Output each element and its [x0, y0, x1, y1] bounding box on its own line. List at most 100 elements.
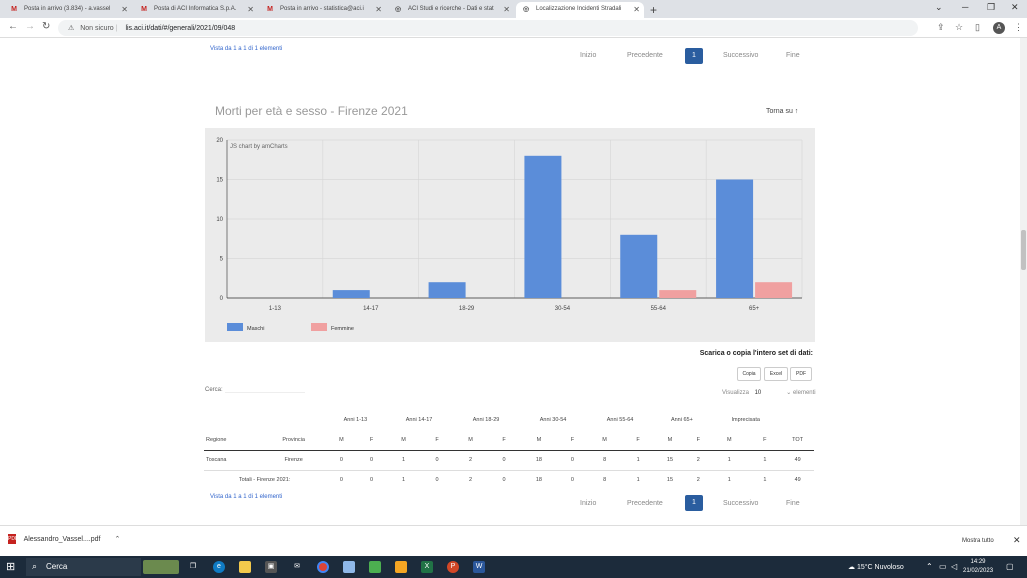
profile-avatar[interactable]: A	[993, 22, 1005, 34]
search-label: Cerca:	[205, 387, 223, 393]
table-column-header[interactable]: M	[586, 430, 623, 451]
tab-gmail-3[interactable]: M Posta in arrivo - statistica@aci.i ✕	[260, 2, 386, 18]
tray-chevron-icon[interactable]: ⌃	[926, 562, 933, 571]
table-column-header[interactable]: Provincia	[262, 430, 326, 451]
store-icon[interactable]: ▣	[265, 561, 277, 573]
scrollbar[interactable]	[1020, 38, 1027, 525]
copy-button[interactable]: Copia	[737, 367, 761, 381]
pager-first[interactable]: Inizio	[580, 500, 597, 507]
share-icon[interactable]: ⇪	[937, 22, 945, 32]
edge-icon[interactable]: e	[213, 561, 225, 573]
forward-icon[interactable]: →	[25, 21, 35, 32]
minimize-icon[interactable]: ─	[962, 2, 969, 12]
new-tab-button[interactable]: +	[650, 3, 658, 17]
table-column-header[interactable]: F	[748, 430, 782, 451]
scrollbar-thumb[interactable]	[1021, 230, 1026, 270]
file-explorer-icon[interactable]	[239, 561, 251, 573]
pager-current[interactable]: 1	[685, 495, 703, 511]
table-column-header[interactable]: Regione	[204, 430, 263, 451]
chrome-icon[interactable]	[317, 561, 329, 573]
reload-icon[interactable]: ↻	[42, 21, 51, 32]
tab-localizzazione[interactable]: ◎ Localizzazione Incidenti Stradali ✕	[516, 2, 644, 18]
gmail-icon: M	[141, 6, 147, 13]
table-column-header[interactable]: F	[421, 430, 453, 451]
globe-icon: ◎	[522, 6, 530, 13]
window-close-icon[interactable]: ✕	[1011, 2, 1019, 12]
tab-gmail-2[interactable]: M Posta di ACI Informatica S.p.A. ✕	[134, 2, 258, 18]
powerpoint-icon[interactable]: P	[447, 561, 459, 573]
clock-date: 21/02/2023	[963, 568, 994, 574]
pager-next[interactable]: Successivo	[723, 52, 759, 59]
side-panel-icon[interactable]: ▯	[975, 22, 980, 32]
word-icon[interactable]: W	[473, 561, 485, 573]
excel-icon[interactable]: X	[421, 561, 433, 573]
pager-next[interactable]: Successivo	[723, 500, 759, 507]
table-cell: 0	[325, 450, 358, 471]
table-column-header[interactable]: M	[325, 430, 358, 451]
separator: |	[115, 25, 118, 32]
table-footer-cell: 49	[781, 469, 814, 490]
pager-first[interactable]: Inizio	[580, 52, 597, 59]
star-icon[interactable]: ☆	[955, 22, 964, 32]
bar-maschi-18-29	[428, 282, 466, 298]
weather-widget[interactable]: ☁ 15°C Nuvoloso	[848, 563, 904, 571]
table-cell: 18	[519, 450, 559, 471]
back-to-top-link[interactable]: Torna su ↑	[766, 108, 799, 115]
download-item[interactable]: PDF Alessandro_Vassel....pdf ⌃	[8, 534, 120, 544]
table-column-header[interactable]: M	[653, 430, 687, 451]
close-icon[interactable]: ✕	[247, 5, 254, 14]
close-icon[interactable]: ✕	[121, 5, 128, 14]
task-view-icon[interactable]: ❐	[189, 563, 197, 570]
table-cell: Firenze	[262, 450, 326, 471]
back-icon[interactable]: ←	[8, 21, 18, 32]
table-column-header[interactable]: TOT	[781, 430, 814, 451]
pager-current[interactable]: 1	[685, 48, 703, 64]
table-column-header[interactable]: F	[357, 430, 386, 451]
table-cell: 0	[357, 450, 386, 471]
table-column-header[interactable]: F	[622, 430, 654, 451]
table-info: Vista da 1 a 1 di 1 elementi	[210, 46, 283, 52]
table-column-header[interactable]: M	[385, 430, 422, 451]
pager-prev[interactable]: Precedente	[627, 500, 663, 507]
table-column-header[interactable]: F	[488, 430, 520, 451]
mail-icon[interactable]: ✉	[294, 563, 300, 570]
taskbar-clock[interactable]: 14:29 21/02/2023	[963, 558, 993, 576]
taskbar-search[interactable]: ⌕ Cerca	[26, 558, 141, 576]
tab-gmail-1[interactable]: M Posta in arrivo (3.834) - a.vassel ✕	[4, 2, 132, 18]
pdf-button[interactable]: PDF	[790, 367, 812, 381]
bar-maschi-30-54	[524, 155, 562, 298]
search-input[interactable]	[225, 383, 305, 393]
table-column-header[interactable]: M	[519, 430, 559, 451]
close-icon[interactable]: ✕	[633, 5, 640, 14]
close-icon[interactable]: ✕	[1013, 535, 1021, 545]
close-icon[interactable]: ✕	[375, 5, 382, 14]
length-control[interactable]: Visualizza 10 ⌄ elementi	[722, 389, 816, 396]
table-column-header[interactable]: F	[558, 430, 587, 451]
pager-prev[interactable]: Precedente	[627, 52, 663, 59]
volume-icon[interactable]: ◁	[951, 562, 958, 571]
restore-icon[interactable]: ❐	[987, 2, 996, 12]
tab-label: ACI Studi e ricerche - Dati e stat	[408, 6, 494, 12]
x-tick-label: 18-29	[459, 306, 475, 312]
tab-search-icon[interactable]: ⌄	[935, 2, 943, 12]
table-group-header: Anni 65+	[670, 417, 693, 423]
tab-aci-studi[interactable]: ◎ ACI Studi e ricerche - Dati e stat ✕	[388, 2, 514, 18]
network-icon[interactable]: ▭	[939, 562, 947, 571]
notes-icon[interactable]	[343, 561, 355, 573]
show-all-button[interactable]: Mostra tutto	[962, 538, 994, 544]
chat-icon[interactable]	[369, 561, 381, 573]
notifications-icon[interactable]: ▢	[1006, 562, 1014, 571]
close-icon[interactable]: ✕	[503, 5, 510, 14]
windows-start-icon[interactable]: ⊞	[6, 561, 16, 573]
pager-last[interactable]: Fine	[786, 500, 800, 507]
length-select[interactable]: 10	[754, 390, 762, 396]
table-column-header[interactable]: M	[452, 430, 489, 451]
menu-icon[interactable]: ⋮	[1014, 22, 1023, 32]
table-column-header[interactable]: F	[686, 430, 711, 451]
address-bar[interactable]: ⚠ Non sicuro | lis.aci.it/dati/#/general…	[58, 20, 918, 36]
excel-button[interactable]: Excel	[764, 367, 788, 381]
folder-icon[interactable]	[395, 561, 407, 573]
chevron-up-icon[interactable]: ⌃	[114, 535, 121, 543]
pager-last[interactable]: Fine	[786, 52, 800, 59]
table-column-header[interactable]: M	[710, 430, 749, 451]
